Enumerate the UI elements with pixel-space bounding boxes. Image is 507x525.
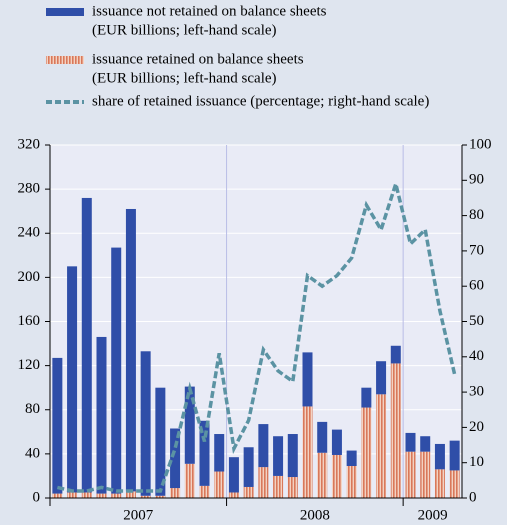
- x-tick-label: 2008: [300, 507, 330, 523]
- y2-tick-label: 20: [469, 419, 484, 435]
- y2-tick-label: 100: [469, 136, 492, 152]
- bar-segment: [273, 436, 284, 476]
- bar-segment: [243, 447, 254, 487]
- bar-segment: [52, 493, 63, 498]
- bar-segment: [170, 428, 181, 489]
- bar-segment: [96, 493, 107, 498]
- bar-segment: [214, 471, 225, 498]
- y2-tick-label: 40: [469, 348, 484, 364]
- bar-segment: [111, 247, 122, 494]
- bar-segment: [390, 345, 401, 364]
- bar-segment: [434, 443, 445, 470]
- bar-segment: [449, 440, 460, 471]
- y-tick-label: 280: [18, 181, 41, 197]
- bar-segment: [376, 394, 387, 498]
- bar-segment: [258, 424, 269, 468]
- y2-tick-label: 0: [469, 489, 477, 505]
- legend-label: share of retained issuance (percentage; …: [92, 93, 429, 109]
- bar-segment: [317, 452, 328, 498]
- bar-segment: [331, 454, 342, 498]
- y-tick-label: 240: [18, 225, 41, 241]
- bar-segment: [434, 469, 445, 498]
- bar-segment: [199, 485, 210, 498]
- y2-tick-label: 10: [469, 454, 484, 470]
- bar-segment: [449, 470, 460, 498]
- y-tick-label: 200: [18, 269, 41, 285]
- bar-segment: [346, 466, 357, 498]
- bar-segment: [170, 488, 181, 498]
- bar-segment: [155, 387, 166, 496]
- bar-segment: [125, 208, 136, 492]
- bar-segment: [228, 457, 239, 493]
- bar-segment: [199, 420, 210, 486]
- bar-segment: [67, 266, 78, 493]
- bar-segment: [273, 475, 284, 498]
- bar-segment: [420, 436, 431, 452]
- legend-swatch: [46, 8, 84, 16]
- bar-segment: [346, 450, 357, 467]
- bar-segment: [111, 493, 122, 498]
- bar-segment: [243, 486, 254, 498]
- bar-segment: [331, 429, 342, 455]
- bar-segment: [390, 363, 401, 498]
- y-tick-label: 320: [18, 136, 41, 152]
- y2-tick-label: 60: [469, 278, 484, 294]
- legend-swatch: [46, 56, 84, 64]
- bar-segment: [361, 387, 372, 408]
- bar-segment: [52, 357, 63, 494]
- y2-tick-label: 80: [469, 207, 484, 223]
- legend-note: (EUR billions; left-hand scale): [92, 70, 277, 86]
- bar-segment: [287, 434, 298, 478]
- bar-segment: [228, 492, 239, 498]
- y-tick-label: 40: [25, 445, 40, 461]
- x-tick-label: 2009: [418, 507, 448, 523]
- x-tick-label: 2007: [123, 507, 154, 523]
- bar-segment: [361, 407, 372, 498]
- bar-segment: [258, 467, 269, 498]
- bar-segment: [405, 451, 416, 498]
- share-line: [56, 177, 457, 493]
- bar-segment: [376, 361, 387, 395]
- bar-segment: [405, 432, 416, 452]
- legend-label: issuance retained on balance sheets: [92, 51, 304, 67]
- bar-segment: [67, 492, 78, 498]
- bar-segment: [184, 386, 195, 464]
- bar-segment: [81, 197, 92, 493]
- bar-segment: [140, 351, 151, 496]
- bar-segment: [155, 495, 166, 498]
- bar-segment: [287, 477, 298, 498]
- y2-tick-label: 30: [469, 384, 484, 400]
- bar-segment: [302, 352, 313, 407]
- bar-segment: [214, 434, 225, 472]
- y-tick-label: 160: [18, 313, 41, 329]
- bar-segment: [81, 492, 92, 498]
- bar-segment: [420, 451, 431, 498]
- bar-segment: [302, 406, 313, 498]
- bar-segment: [317, 421, 328, 453]
- legend-note: (EUR billions; left-hand scale): [92, 22, 277, 38]
- bar-segment: [184, 463, 195, 498]
- bar-segment: [125, 491, 136, 498]
- y-tick-label: 120: [18, 357, 41, 373]
- y2-tick-label: 50: [469, 313, 484, 329]
- bar-segment: [96, 336, 107, 494]
- bar-segment: [140, 495, 151, 498]
- legend-label: issuance not retained on balance sheets: [92, 3, 327, 19]
- y2-tick-label: 90: [469, 172, 484, 188]
- y-tick-label: 80: [25, 401, 40, 417]
- y2-tick-label: 70: [469, 242, 484, 258]
- y-tick-label: 0: [33, 489, 41, 505]
